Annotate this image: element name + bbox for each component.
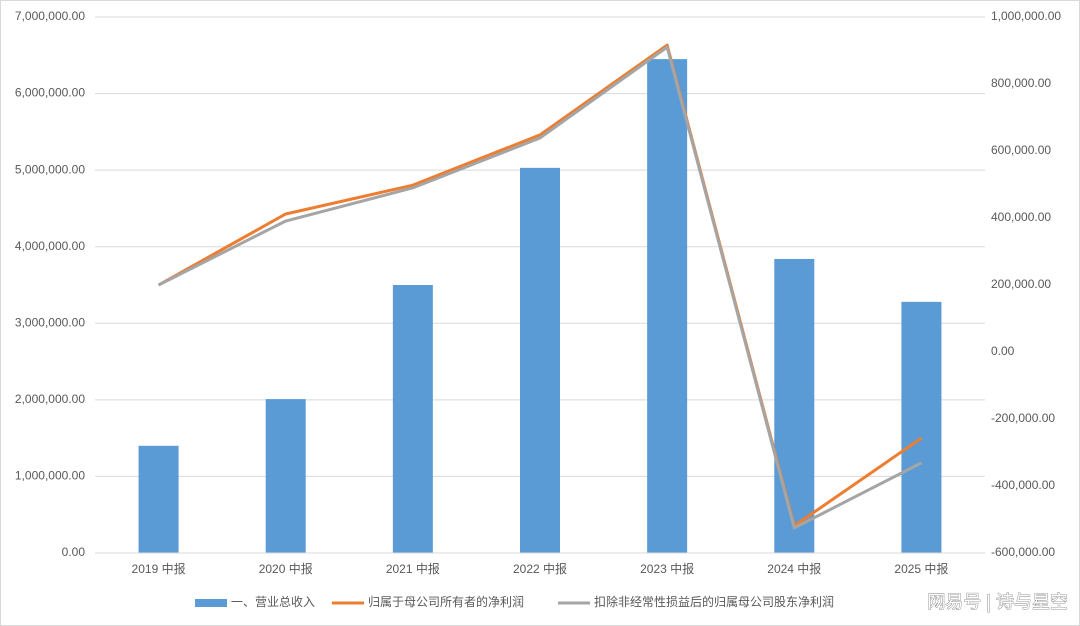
y2-tick-label: 400,000.00 <box>991 210 1051 224</box>
bar <box>520 167 560 554</box>
y-tick-label: 6,000,000.00 <box>15 86 85 100</box>
legend-swatch <box>195 599 227 607</box>
bar <box>265 399 306 553</box>
y-tick-label: 2,000,000.00 <box>15 392 85 406</box>
legend-label: 扣除非经常性损益后的归属母公司股东净利润 <box>594 594 834 609</box>
y-tick-label: 7,000,000.00 <box>15 9 85 23</box>
bar <box>774 258 815 553</box>
y2-tick-label: 1,000,000.00 <box>991 9 1061 23</box>
bar <box>901 301 942 553</box>
x-tick-label: 2019 中报 <box>132 561 186 576</box>
y-tick-label: 0.00 <box>62 545 86 559</box>
y2-tick-label: -200,000.00 <box>991 411 1055 425</box>
bar <box>647 59 688 553</box>
y-tick-label: 4,000,000.00 <box>15 239 85 253</box>
y2-tick-label: 600,000.00 <box>991 143 1051 157</box>
y-tick-label: 3,000,000.00 <box>15 315 85 329</box>
x-tick-label: 2025 中报 <box>894 561 948 576</box>
legend-label: 一、营业总收入 <box>231 595 315 609</box>
x-tick-label: 2022 中报 <box>513 561 567 576</box>
x-tick-label: 2023 中报 <box>640 561 694 576</box>
y2-tick-label: -600,000.00 <box>991 545 1055 559</box>
bar <box>392 285 433 553</box>
y2-tick-label: 0.00 <box>991 344 1015 358</box>
y2-tick-label: -400,000.00 <box>991 478 1055 492</box>
line <box>157 45 923 530</box>
y-tick-label: 1,000,000.00 <box>15 469 85 483</box>
y2-tick-label: 200,000.00 <box>991 277 1051 291</box>
bar <box>138 445 179 553</box>
watermark: 网易号 | 诗与星空 <box>927 592 1068 612</box>
x-tick-label: 2024 中报 <box>767 561 821 576</box>
y2-tick-label: 800,000.00 <box>991 76 1051 90</box>
x-tick-label: 2020 中报 <box>259 561 313 576</box>
x-tick-label: 2021 中报 <box>386 561 440 576</box>
legend-label: 归属于母公司所有者的净利润 <box>368 594 524 609</box>
y-tick-label: 5,000,000.00 <box>15 162 85 176</box>
